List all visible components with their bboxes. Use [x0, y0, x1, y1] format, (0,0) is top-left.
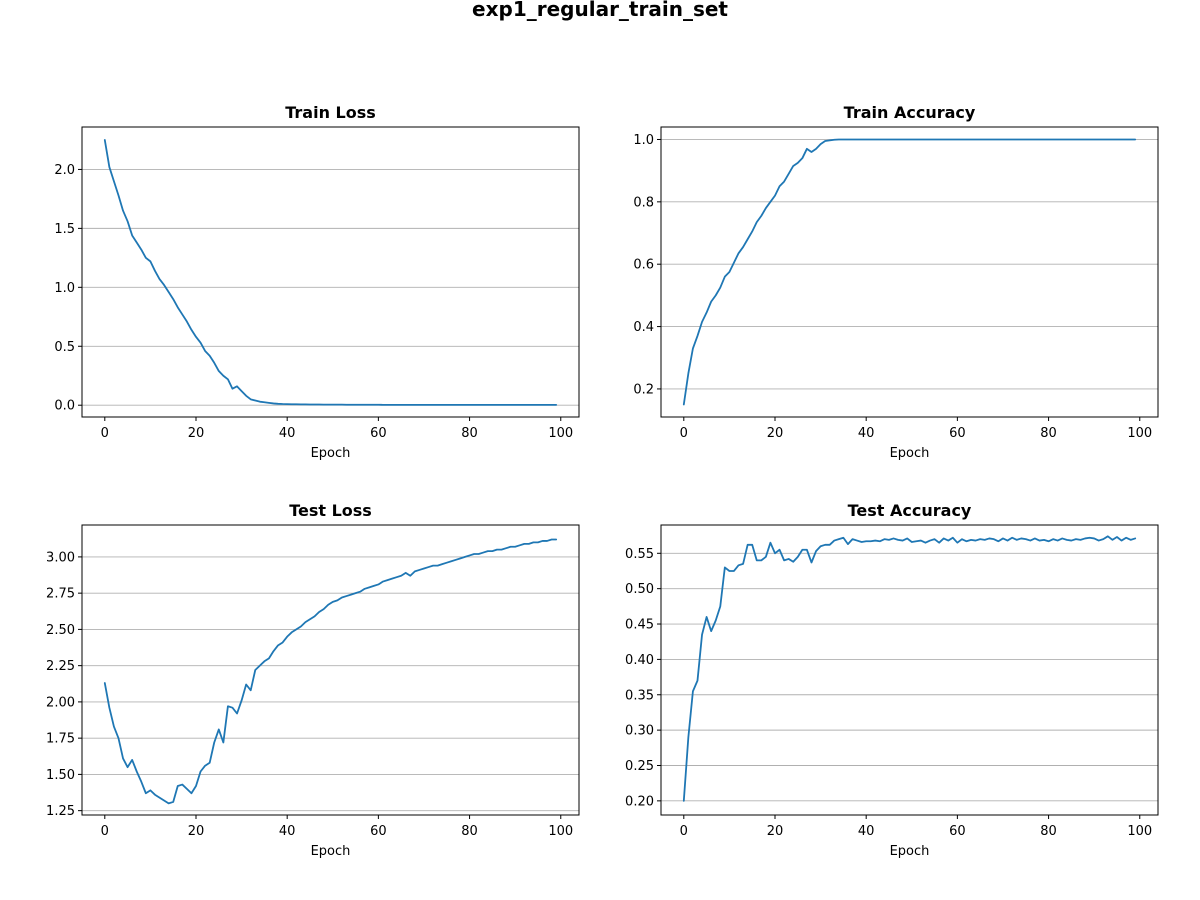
- test-accuracy-ytick-label: 0.45: [625, 618, 654, 633]
- test-loss-xtick-label: 60: [370, 824, 387, 839]
- train-accuracy-ytick-label: 0.6: [633, 258, 654, 273]
- test-accuracy-ytick-label: 0.50: [625, 582, 654, 597]
- train-accuracy-xlabel: Epoch: [890, 446, 930, 461]
- train-loss-ytick-label: 2.0: [54, 163, 75, 178]
- train-loss-chart: Train Loss 0.0 0.5 1.0 1.5 2.0 0 20 40 60 80 100 Epo…: [54, 103, 580, 461]
- test-loss-ytick-label: 1.25: [46, 804, 75, 819]
- test-loss-series-line: [103, 538, 558, 805]
- test-accuracy-ytick-label: 0.40: [625, 653, 654, 668]
- train-loss-xtick-label: 100: [548, 426, 573, 441]
- train-accuracy-xtick-label: 40: [858, 426, 875, 441]
- train-accuracy-ytick-label: 0.2: [633, 382, 654, 397]
- train-accuracy-xtick-label: 100: [1127, 426, 1152, 441]
- train-loss-xtick-label: 40: [279, 426, 296, 441]
- train-loss-xtick-label: 60: [370, 426, 387, 441]
- train-loss-title: Train Loss: [285, 103, 376, 122]
- train-loss-series-line: [103, 139, 558, 406]
- test-loss-xlabel: Epoch: [311, 844, 351, 859]
- train-accuracy-xtick-label: 80: [1040, 426, 1057, 441]
- train-loss-axes-frame: [81, 126, 580, 418]
- test-accuracy-axes-frame: [660, 524, 1159, 816]
- test-accuracy-xtick-label: 20: [767, 824, 784, 839]
- test-accuracy-series-line: [682, 535, 1137, 802]
- train-loss-ytick-label: 1.5: [54, 222, 75, 237]
- train-accuracy-ytick-label: 1.0: [633, 133, 654, 148]
- test-loss-axes-frame: [81, 524, 580, 816]
- train-accuracy-ytick-label: 0.4: [633, 320, 654, 335]
- train-loss-xtick-label: 20: [188, 426, 205, 441]
- figure-title: exp1_regular_train_set: [472, 0, 728, 21]
- test-loss-chart: Test Loss 1.25 1.50 1.75 2.00 2.25 2.50 2.75 3.0…: [46, 501, 580, 859]
- test-accuracy-ytick-label: 0.20: [625, 794, 654, 809]
- test-accuracy-xtick-label: 100: [1127, 824, 1152, 839]
- train-accuracy-title: Train Accuracy: [844, 103, 976, 122]
- train-loss-ytick-label: 0.0: [54, 399, 75, 414]
- test-accuracy-chart: Test Accuracy 0.20 0.25 0.30 0.35 0.40 0.45 0.5…: [625, 501, 1159, 859]
- test-accuracy-ytick-label: 0.35: [625, 688, 654, 703]
- test-loss-ytick-label: 1.50: [46, 768, 75, 783]
- train-loss-ytick-label: 1.0: [54, 281, 75, 296]
- test-accuracy-xtick-label: 40: [858, 824, 875, 839]
- test-loss-xtick-label: 80: [461, 824, 478, 839]
- train-accuracy-xtick-label: 20: [767, 426, 784, 441]
- test-loss-ytick-label: 1.75: [46, 732, 75, 747]
- test-loss-xtick-label: 20: [188, 824, 205, 839]
- test-loss-xtick-label: 0: [101, 824, 109, 839]
- test-accuracy-title: Test Accuracy: [848, 501, 972, 520]
- test-accuracy-xtick-label: 80: [1040, 824, 1057, 839]
- test-loss-ytick-label: 2.50: [46, 623, 75, 638]
- test-loss-ytick-label: 3.00: [46, 550, 75, 565]
- test-loss-xtick-label: 40: [279, 824, 296, 839]
- test-accuracy-xtick-label: 0: [680, 824, 688, 839]
- test-loss-title: Test Loss: [289, 501, 372, 520]
- train-accuracy-axes-frame: [660, 126, 1159, 418]
- test-accuracy-xtick-label: 60: [949, 824, 966, 839]
- test-accuracy-xlabel: Epoch: [890, 844, 930, 859]
- test-loss-ytick-label: 2.25: [46, 659, 75, 674]
- train-loss-xtick-label: 0: [101, 426, 109, 441]
- train-accuracy-xtick-label: 0: [680, 426, 688, 441]
- train-loss-xtick-label: 80: [461, 426, 478, 441]
- test-loss-ytick-label: 2.00: [46, 695, 75, 710]
- train-accuracy-series-line: [682, 138, 1137, 406]
- test-accuracy-ytick-label: 0.55: [625, 547, 654, 562]
- train-accuracy-chart: Train Accuracy 0.2 0.4 0.6 0.8 1.0 0 20 40 60 80 10…: [633, 103, 1159, 461]
- test-accuracy-ytick-label: 0.30: [625, 724, 654, 739]
- train-accuracy-ytick-label: 0.8: [633, 195, 654, 210]
- train-loss-ytick-label: 0.5: [54, 340, 75, 355]
- test-accuracy-ytick-label: 0.25: [625, 759, 654, 774]
- test-loss-xtick-label: 100: [548, 824, 573, 839]
- train-accuracy-xtick-label: 60: [949, 426, 966, 441]
- test-loss-ytick-label: 2.75: [46, 587, 75, 602]
- train-loss-xlabel: Epoch: [311, 446, 351, 461]
